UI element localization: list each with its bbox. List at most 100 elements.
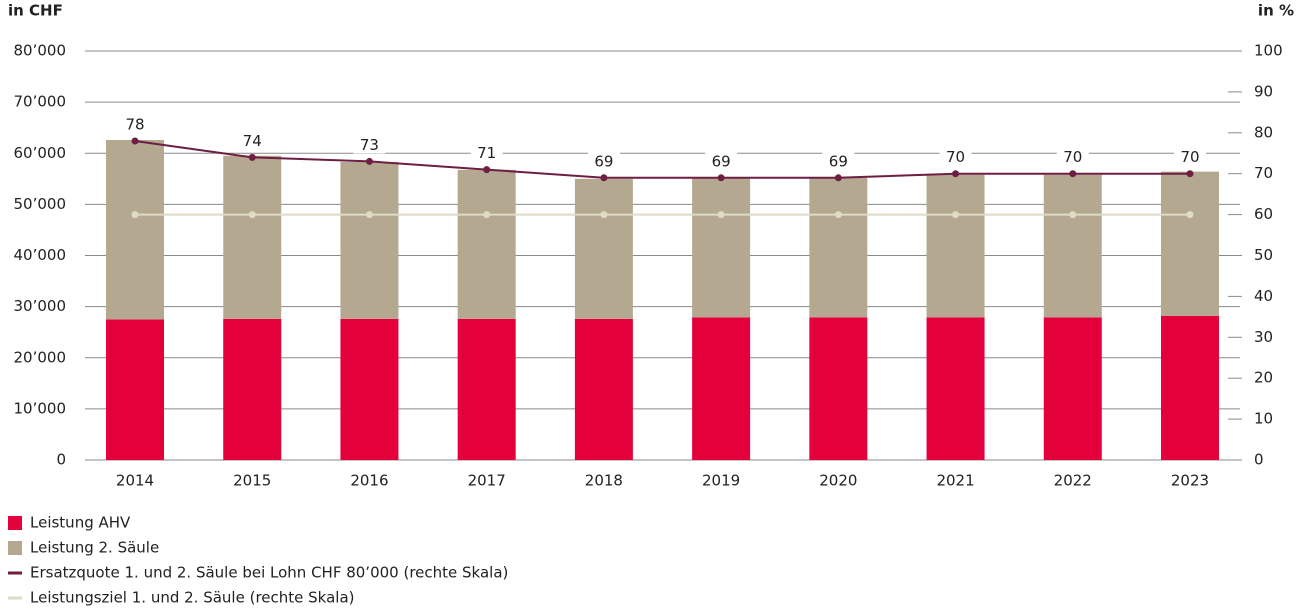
x-tick-label: 2014 [116,472,154,490]
x-tick-label: 2022 [1054,472,1092,490]
bar [223,318,282,460]
x-tick-label: 2017 [468,472,506,490]
bar [1043,317,1102,460]
bar [340,318,399,460]
label-bg [470,143,503,162]
y2-tick-label: 30 [1254,328,1273,346]
label-bg [587,151,620,170]
bar [1043,174,1102,318]
label-bg [119,114,152,133]
y2-tick-label: 60 [1254,205,1273,223]
data-label: 69 [829,152,848,170]
y2-tick-label: 80 [1254,123,1273,141]
y2-axis-title: in % [1258,2,1294,20]
bar [692,177,751,318]
line-point [131,211,139,219]
data-label: 69 [594,152,613,170]
y-tick-label: 70’000 [14,93,67,111]
line [134,139,1190,179]
line-point [952,211,960,219]
label-bg [236,131,269,150]
x-tick-label: 2023 [1171,472,1209,490]
data-label: 70 [946,148,965,166]
bar [457,318,516,460]
line-point [365,157,373,165]
data-label: 70 [1180,148,1199,166]
bar [574,318,633,460]
data-label: 78 [125,115,144,133]
bar [340,161,399,319]
y-tick-label: 10’000 [14,399,67,417]
label-bg [705,151,738,170]
label-bg [822,151,855,170]
line-point [483,166,491,174]
bar [692,317,751,460]
data-label: 73 [360,136,379,154]
label-bg [1056,147,1089,166]
label-bg [1173,147,1206,166]
y-tick-label: 30’000 [14,297,67,315]
bar [809,317,868,460]
x-tick-label: 2018 [585,472,623,490]
data-label: 70 [1063,148,1082,166]
line-point [248,153,256,161]
x-tick-label: 2019 [702,472,740,490]
y-tick-label: 0 [56,451,66,469]
line-point [717,211,725,219]
legend-label: Ersatzquote 1. und 2. Säule bei Lohn CHF… [30,564,508,582]
bar [106,139,165,320]
data-label: 74 [243,132,262,150]
line-point [1069,211,1077,219]
legend-label: Leistung AHV [30,514,131,532]
legend-label: Leistung 2. Säule [30,539,159,557]
line-point [483,211,491,219]
y2-tick-label: 0 [1254,451,1264,469]
line-point [365,211,373,219]
bar [223,155,282,319]
y-tick-label: 20’000 [14,348,67,366]
line-point [834,174,842,182]
bar [926,317,985,460]
line-point [1186,211,1194,219]
line-point [600,211,608,219]
y2-tick-label: 10 [1254,410,1273,428]
line-point [248,211,256,219]
line-point [834,211,842,219]
bar [106,319,165,460]
x-tick-label: 2015 [233,472,271,490]
bar [574,178,633,319]
y-tick-label: 80’000 [14,42,67,60]
label-bg [939,147,972,166]
legend-swatch [8,516,22,530]
y2-tick-label: 50 [1254,246,1273,264]
y2-tick-label: 100 [1254,42,1283,60]
bar [1160,171,1219,316]
y2-tick-label: 20 [1254,369,1273,387]
y2-tick-label: 70 [1254,164,1273,182]
y2-tick-label: 40 [1254,287,1273,305]
y-tick-label: 60’000 [14,144,67,162]
x-tick-label: 2016 [350,472,388,490]
y2-tick-label: 90 [1254,82,1273,100]
bar [809,177,868,318]
data-label: 69 [712,152,731,170]
x-tick-label: 2020 [819,472,857,490]
bar [1160,315,1219,460]
x-tick-label: 2021 [936,472,974,490]
line-point [717,174,725,182]
y-axis-title: in CHF [8,2,63,20]
bar [926,174,985,318]
line-point [1069,170,1077,178]
bar [457,169,516,319]
legend-label: Leistungsziel 1. und 2. Säule (rechte Sk… [30,589,355,607]
line-point [600,174,608,182]
data-label: 71 [477,144,496,162]
line-point [131,137,139,145]
line-point [1186,170,1194,178]
y-tick-label: 50’000 [14,195,67,213]
label-bg [353,135,386,154]
line-point [952,170,960,178]
y-tick-label: 40’000 [14,246,67,264]
